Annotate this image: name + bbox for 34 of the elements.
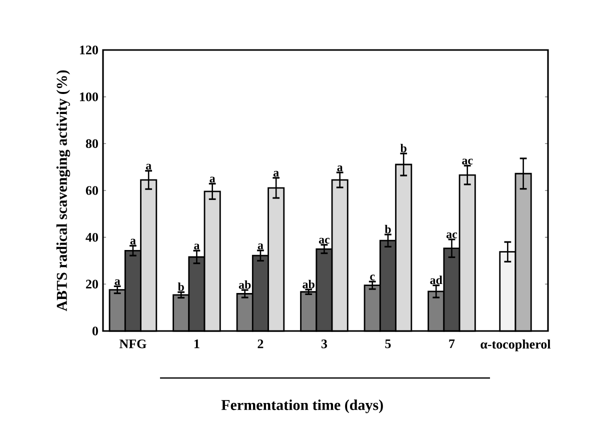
y-tick-label: 60 — [86, 186, 98, 195]
y-tick-label: 100 — [80, 92, 98, 102]
data-label: c — [370, 274, 375, 280]
data-label: ac — [446, 232, 458, 238]
x-tick-label: 2 — [258, 340, 264, 348]
y-tick-label: 40 — [86, 232, 98, 242]
data-label: a — [337, 166, 343, 172]
data-label: b — [178, 282, 184, 291]
data-label: a — [130, 238, 136, 245]
data-label: ac — [318, 238, 330, 244]
y-axis-title: ABTS radical scavenging activity (%) — [56, 70, 70, 312]
y-tick-label: 0 — [92, 326, 98, 336]
data-label: b — [400, 144, 406, 152]
y-tick-label: 80 — [86, 139, 98, 148]
data-label: a — [273, 170, 279, 177]
x-axis-title: Fermentation time (days) — [221, 400, 383, 414]
x-tick-label: NFG — [120, 340, 146, 348]
data-label: ac — [462, 158, 473, 164]
data-label: a — [258, 243, 264, 250]
data-label: a — [210, 176, 216, 182]
data-label: ad — [430, 276, 442, 284]
x-tick-label: 3 — [321, 340, 328, 348]
x-tick-label: 1 — [194, 340, 200, 348]
data-label: a — [194, 244, 200, 250]
x-tick-label: α-tocopherol — [480, 340, 551, 352]
data-label: b — [384, 224, 391, 234]
data-label: a — [146, 164, 152, 170]
x-tick-label: 5 — [385, 340, 391, 348]
data-label: ab — [302, 280, 314, 288]
data-label: ab — [238, 280, 251, 289]
data-label: a — [114, 279, 120, 286]
y-tick-label: 120 — [80, 46, 98, 54]
y-tick-label: 20 — [86, 280, 98, 289]
x-tick-label: 7 — [449, 340, 455, 348]
